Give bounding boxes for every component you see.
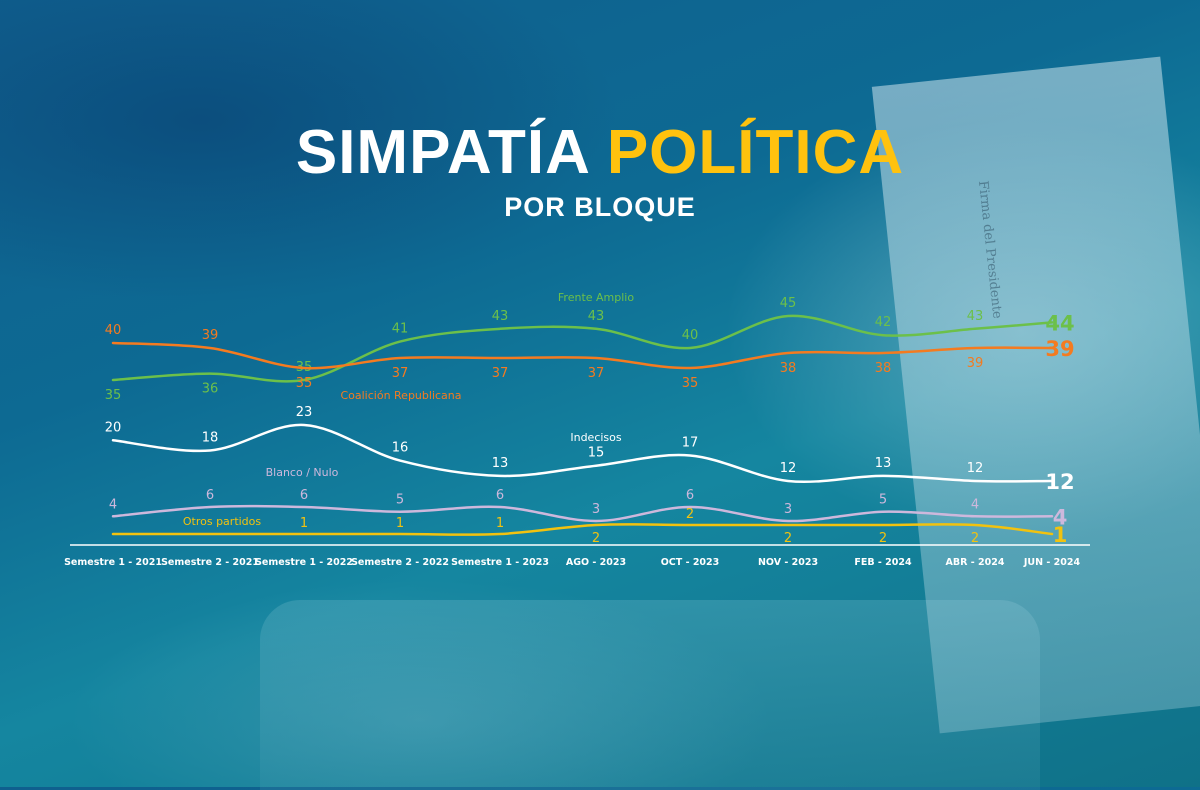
data-label-coalicion: 37	[492, 366, 509, 381]
data-label-otros: 1	[496, 516, 504, 531]
data-label-blanco_nulo: 6	[686, 488, 694, 503]
data-label-otros: 1	[396, 516, 404, 531]
data-label-frente_amplio: 44	[1045, 311, 1074, 335]
data-label-indecisos: 13	[875, 456, 892, 471]
data-label-otros: 1	[300, 516, 308, 531]
x-tick-label: ABR - 2024	[946, 557, 1005, 568]
data-label-frente_amplio: 41	[392, 322, 409, 337]
data-label-indecisos: 20	[105, 420, 122, 435]
data-label-indecisos: 12	[780, 461, 797, 476]
data-label-blanco_nulo: 6	[300, 488, 308, 503]
series-name-otros: Otros partidos	[183, 515, 262, 528]
series-line-frente_amplio	[111, 314, 1054, 383]
data-label-coalicion: 35	[296, 376, 313, 391]
x-tick-label: Semestre 1 - 2022	[255, 557, 353, 568]
data-label-indecisos: 12	[1045, 470, 1074, 494]
series-name-blanco_nulo: Blanco / Nulo	[266, 466, 339, 479]
data-label-coalicion: 39	[967, 356, 984, 371]
x-tick-label: Semestre 2 - 2021	[161, 557, 259, 568]
data-label-blanco_nulo: 5	[879, 493, 887, 508]
data-label-frente_amplio: 40	[682, 328, 699, 343]
data-label-coalicion: 38	[780, 361, 797, 376]
series-name-frente_amplio: Frente Amplio	[558, 291, 634, 304]
data-label-frente_amplio: 35	[105, 388, 122, 403]
x-tick-label: Semestre 1 - 2021	[64, 557, 162, 568]
data-label-blanco_nulo: 4	[971, 497, 979, 512]
data-label-indecisos: 12	[967, 461, 984, 476]
data-label-indecisos: 23	[296, 405, 313, 420]
series-name-indecisos: Indecisos	[570, 431, 622, 444]
chart-title-part2: POLÍTICA	[606, 118, 905, 187]
data-label-indecisos: 16	[392, 441, 409, 456]
x-tick-label: FEB - 2024	[854, 557, 912, 568]
data-label-coalicion: 37	[392, 366, 409, 381]
series-line-otros	[111, 523, 1054, 536]
data-label-frente_amplio: 45	[780, 296, 797, 311]
x-tick-label: NOV - 2023	[758, 557, 818, 568]
data-label-blanco_nulo: 4	[109, 497, 117, 512]
data-label-otros: 2	[592, 531, 600, 546]
x-tick-label: Semestre 1 - 2023	[451, 557, 549, 568]
data-label-indecisos: 15	[588, 446, 605, 461]
data-label-coalicion: 38	[875, 361, 892, 376]
data-label-blanco_nulo: 5	[396, 493, 404, 508]
data-label-blanco_nulo: 3	[784, 502, 792, 517]
data-label-coalicion: 40	[105, 323, 122, 338]
data-label-otros: 2	[686, 507, 694, 522]
data-label-frente_amplio: 42	[875, 315, 892, 330]
data-label-coalicion: 39	[202, 328, 219, 343]
chart-title-part1: SIMPATÍA	[295, 118, 589, 187]
chart-subtitle: POR BLOQUE	[504, 192, 696, 222]
data-label-indecisos: 18	[202, 430, 219, 445]
data-label-frente_amplio: 36	[202, 382, 219, 397]
data-label-blanco_nulo: 3	[592, 502, 600, 517]
ballot-box-photo	[260, 600, 1040, 790]
chart-title: SIMPATÍA POLÍTICA	[0, 118, 1200, 188]
data-label-otros: 2	[879, 531, 887, 546]
data-label-indecisos: 13	[492, 456, 509, 471]
data-label-coalicion: 37	[588, 366, 605, 381]
series-line-blanco_nulo	[111, 504, 1054, 523]
data-label-otros: 2	[971, 531, 979, 546]
data-label-coalicion: 35	[682, 376, 699, 391]
data-label-blanco_nulo: 6	[496, 488, 504, 503]
data-label-blanco_nulo: 4	[1053, 505, 1068, 529]
x-tick-label: AGO - 2023	[566, 557, 626, 568]
series-line-coalicion	[111, 341, 1054, 370]
series-name-coalicion: Coalición Republicana	[340, 389, 461, 402]
x-tick-label: OCT - 2023	[661, 557, 720, 568]
x-tick-label: JUN - 2024	[1023, 557, 1081, 568]
data-label-frente_amplio: 43	[967, 309, 984, 324]
data-label-otros: 2	[784, 531, 792, 546]
x-tick-label: Semestre 2 - 2022	[351, 557, 449, 568]
series-line-indecisos	[111, 423, 1054, 484]
data-label-frente_amplio: 43	[492, 309, 509, 324]
data-label-coalicion: 39	[1045, 337, 1074, 361]
data-label-blanco_nulo: 6	[206, 488, 214, 503]
data-label-indecisos: 17	[682, 436, 699, 451]
data-label-frente_amplio: 43	[588, 309, 605, 324]
data-label-otros: 1	[1053, 523, 1068, 547]
